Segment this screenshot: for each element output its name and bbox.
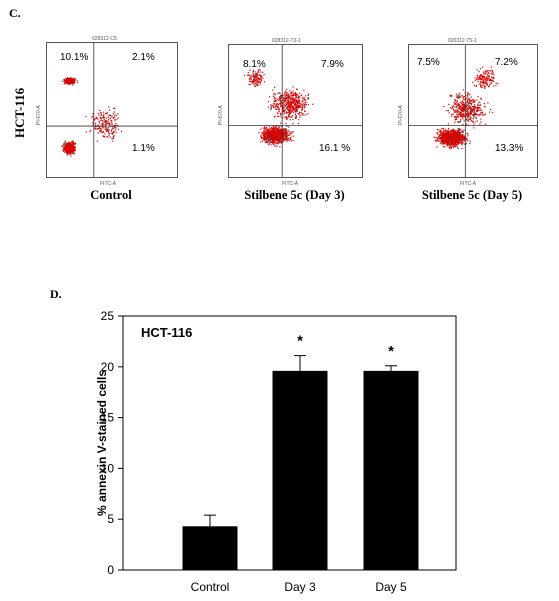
flow-y-axis-name: PI-670-A	[398, 105, 404, 125]
quadrant-lower-right-pct: 16.1 %	[319, 143, 351, 154]
y-axis: 0 5 10 15 20 25	[101, 309, 123, 577]
x-axis-labels: Control Day 3 Day 5	[191, 580, 407, 594]
flow-scatter-dots	[409, 45, 537, 177]
quadrant-upper-left-pct: 8.1%	[243, 59, 266, 70]
y-tick-label: 5	[107, 512, 114, 526]
row-label-hct116: HCT-116	[12, 87, 27, 138]
significance-marker: *	[388, 343, 394, 360]
quadrant-upper-right-pct: 2.1%	[132, 52, 155, 63]
quadrant-upper-left-pct: 7.5%	[417, 57, 440, 68]
bars: **	[182, 333, 419, 570]
flow-y-axis-name: PI-670-A	[218, 105, 224, 125]
quadrant-lower-right-pct: 13.3%	[495, 143, 524, 154]
flow-y-axis-name: PI-670-A	[36, 105, 42, 125]
y-tick-label: 0	[107, 563, 114, 577]
x-tick-label: Control	[191, 580, 230, 594]
panel-c-label: C.	[9, 6, 21, 20]
chart-annotation: HCT-116	[141, 325, 192, 340]
y-tick-label: 15	[101, 411, 115, 425]
flow-sample-id: 028312-T3-1	[272, 38, 301, 44]
bar-day-5	[363, 370, 419, 570]
quadrant-upper-right-pct: 7.2%	[495, 57, 518, 68]
y-tick-label: 20	[101, 360, 115, 374]
flow-x-axis-name: FITC-A	[460, 181, 477, 187]
panel-d-label: D.	[50, 287, 62, 301]
quadrant-upper-right-pct: 7.9%	[321, 59, 344, 70]
flow-sample-id: 020312-T5-1	[448, 38, 477, 44]
flow-plot-control: 10.1% 2.1% 1.1%	[46, 42, 178, 178]
flow-caption: Stilbene 5c (Day 3)	[244, 188, 345, 202]
x-tick-label: Day 5	[375, 580, 407, 594]
flow-scatter-dots	[229, 45, 362, 177]
y-tick-label: 10	[101, 461, 115, 475]
flow-scatter-dots	[47, 43, 177, 177]
flow-caption: Control	[90, 188, 132, 202]
y-axis-label: % annexin V-stained cells	[95, 370, 109, 516]
quadrant-upper-left-pct: 10.1%	[60, 52, 89, 63]
flow-plot-day5: 7.5% 7.2% 13.3%	[408, 44, 538, 178]
quadrant-lower-right-pct: 1.1%	[132, 143, 155, 154]
bar-control	[182, 526, 238, 570]
significance-marker: *	[297, 333, 303, 350]
flow-caption: Stilbene 5c (Day 5)	[421, 188, 523, 202]
flow-plot-day3: 8.1% 7.9% 16.1 %	[228, 44, 363, 178]
flow-sample-id: 028312-C5	[92, 36, 117, 42]
x-tick-label: Day 3	[284, 580, 316, 594]
flow-x-axis-name: FITC-A	[100, 181, 117, 187]
bar-day-3	[272, 370, 328, 570]
flow-x-axis-name: FITC-A	[282, 181, 299, 187]
y-tick-label: 25	[101, 309, 115, 323]
